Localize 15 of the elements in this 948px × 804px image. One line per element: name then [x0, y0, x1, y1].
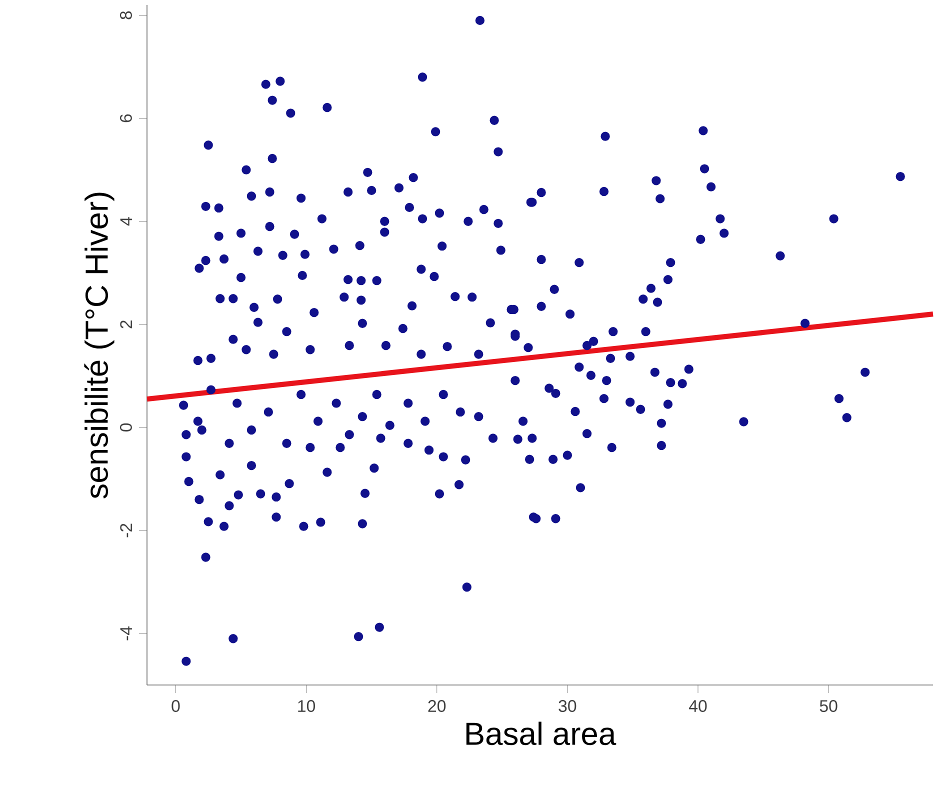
x-tick-label: 10: [298, 700, 316, 712]
y-tick-label: 0: [120, 423, 132, 432]
x-tick-label: 50: [820, 700, 838, 712]
y-tick-label: 4: [120, 217, 132, 226]
x-tick-label: 0: [172, 700, 180, 712]
x-tick-label: 40: [688, 700, 707, 712]
y-tick-label: -4: [120, 626, 132, 640]
y-tick-label: 6: [120, 114, 132, 122]
x-tick-label: 20: [428, 700, 446, 712]
x-axis-title: Basal area: [466, 722, 616, 746]
x-tick-label: 30: [558, 700, 576, 712]
y-tick-label: 8: [120, 11, 132, 20]
y-tick-label: 2: [120, 320, 132, 328]
y-axis-title: sensibilité (T°C Hiver): [84, 192, 114, 498]
y-tick-label: -2: [120, 524, 132, 538]
